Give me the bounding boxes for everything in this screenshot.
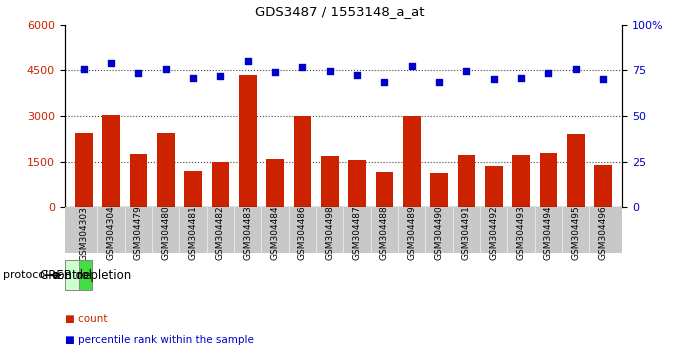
Point xyxy=(461,68,472,74)
Point xyxy=(571,66,581,72)
Bar xyxy=(321,156,339,207)
Bar xyxy=(594,165,612,207)
Point xyxy=(270,69,281,75)
Text: ■ count: ■ count xyxy=(65,314,107,324)
Point xyxy=(188,75,199,80)
Point xyxy=(488,76,499,81)
Text: CREB depletion: CREB depletion xyxy=(40,269,131,282)
Bar xyxy=(348,160,366,207)
Bar xyxy=(157,133,175,207)
Point xyxy=(105,60,116,66)
Bar xyxy=(102,115,120,207)
Point xyxy=(78,67,89,72)
Point xyxy=(215,73,226,79)
Bar xyxy=(375,172,393,207)
Point xyxy=(133,70,144,76)
Bar xyxy=(184,171,202,207)
Text: control: control xyxy=(51,269,92,282)
Bar xyxy=(266,159,284,207)
Point xyxy=(297,64,308,69)
Bar xyxy=(539,153,558,207)
Point xyxy=(543,70,554,76)
Bar xyxy=(211,162,229,207)
Bar xyxy=(75,133,92,207)
Point xyxy=(324,68,335,74)
Bar xyxy=(403,116,421,207)
Point xyxy=(352,72,362,78)
Point xyxy=(160,66,171,72)
FancyBboxPatch shape xyxy=(78,260,92,290)
Bar xyxy=(458,155,475,207)
Text: GDS3487 / 1553148_a_at: GDS3487 / 1553148_a_at xyxy=(255,5,425,18)
Bar xyxy=(129,154,148,207)
Bar xyxy=(512,155,530,207)
Point xyxy=(515,75,526,80)
Point xyxy=(434,79,445,85)
Bar xyxy=(430,173,448,207)
Point xyxy=(406,63,417,69)
FancyBboxPatch shape xyxy=(65,260,78,290)
Bar xyxy=(567,134,585,207)
Text: protocol: protocol xyxy=(3,270,49,280)
Point xyxy=(242,58,253,64)
Bar xyxy=(485,166,503,207)
Bar xyxy=(294,116,311,207)
Point xyxy=(598,76,609,81)
Bar xyxy=(239,75,256,207)
Point xyxy=(379,79,390,85)
Text: ■ percentile rank within the sample: ■ percentile rank within the sample xyxy=(65,335,254,345)
